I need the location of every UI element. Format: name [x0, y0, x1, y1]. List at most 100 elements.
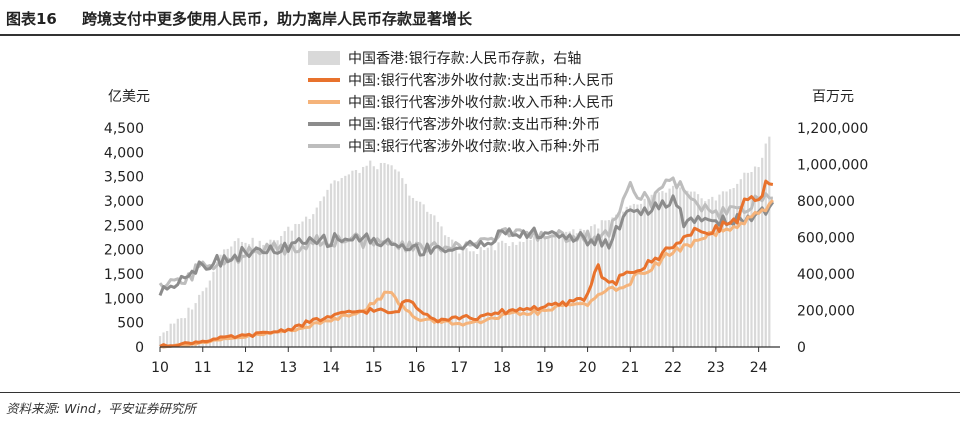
deposit-bar: [158, 336, 162, 347]
deposit-bar: [230, 246, 233, 347]
right-tick-label: 800,000: [797, 194, 855, 210]
deposit-bar: [183, 318, 187, 347]
deposit-bar: [675, 188, 678, 347]
deposit-bar: [522, 241, 525, 347]
deposit-bar: [525, 235, 529, 347]
x-tick-label: 11: [194, 360, 212, 376]
left-axis-unit: 亿美元: [108, 89, 150, 105]
deposit-bar: [661, 191, 664, 347]
deposit-bar: [547, 238, 550, 347]
deposit-bar: [308, 218, 311, 347]
deposit-bar: [226, 248, 229, 347]
deposit-bar: [504, 243, 507, 347]
deposit-bar: [618, 212, 621, 347]
deposit-bar: [422, 204, 425, 347]
deposit-bar: [426, 211, 429, 347]
deposit-bar: [600, 220, 603, 347]
deposit-bar: [255, 245, 258, 347]
deposit-bar: [369, 160, 372, 347]
deposit-bar: [465, 248, 468, 347]
deposit-bar: [415, 200, 418, 347]
deposit-bar: [561, 236, 564, 347]
right-tick-label: 400,000: [797, 267, 855, 283]
deposit-bar: [768, 136, 771, 347]
deposit-bar: [518, 241, 521, 347]
deposit-bar: [511, 242, 514, 347]
deposit-bar: [582, 230, 586, 347]
deposit-bar: [372, 166, 375, 347]
deposit-bar: [550, 235, 554, 347]
deposit-bar: [312, 214, 315, 347]
deposit-bar: [476, 254, 479, 347]
deposit-bar: [443, 235, 447, 347]
left-axis-ticks: 0 500 1,000 1,500 2,000 2,500 3,000 3,500 4,000 4…: [104, 121, 144, 356]
right-tick-label: 200,000: [797, 304, 855, 320]
left-tick-label: 1,500: [104, 267, 144, 283]
deposit-bar: [668, 188, 671, 347]
series-line-2: [159, 199, 774, 349]
deposit-bar: [358, 172, 361, 347]
deposit-bar: [290, 230, 293, 347]
deposit-bar: [180, 318, 183, 347]
deposit-bar: [604, 220, 607, 347]
deposit-bar: [515, 244, 518, 347]
x-tick-label: 13: [279, 360, 297, 376]
deposit-bar: [639, 203, 643, 347]
deposit-bar: [365, 165, 368, 347]
deposit-bar: [329, 183, 333, 347]
deposit-bar: [483, 250, 486, 347]
legend: 中国香港:银行存款:人民币存款，右轴中国:银行代客涉外收付款:支出币种:人民币中…: [308, 51, 614, 155]
deposit-bar: [440, 226, 443, 347]
deposit-bar: [657, 192, 660, 347]
deposit-bar: [451, 239, 454, 347]
deposit-bar: [176, 318, 179, 347]
deposit-bar: [704, 201, 707, 347]
deposit-bar: [173, 323, 176, 347]
series-line-3: [158, 194, 775, 296]
x-tick-label: 20: [579, 360, 597, 376]
deposit-bar: [725, 191, 728, 347]
deposit-bar: [682, 189, 685, 347]
x-tick-label: 12: [237, 360, 255, 376]
deposit-bar: [162, 332, 165, 347]
deposit-bar: [198, 294, 201, 347]
deposit-bar: [472, 251, 475, 347]
deposit-bar: [729, 189, 732, 347]
deposit-bar: [201, 291, 204, 347]
right-tick-label: 0: [797, 340, 806, 356]
deposit-bar: [411, 197, 415, 347]
deposit-bar: [565, 231, 568, 347]
left-tick-label: 0: [135, 340, 144, 356]
deposit-bar: [693, 191, 696, 347]
deposit-bar: [169, 323, 172, 347]
deposit-bar: [461, 251, 464, 347]
left-tick-label: 4,500: [104, 121, 144, 137]
deposit-bar: [557, 230, 561, 347]
deposit-bar: [454, 246, 457, 347]
deposit-bar: [276, 240, 279, 347]
deposit-bar: [251, 237, 254, 347]
figure-number: 图表16: [6, 10, 57, 28]
deposit-bar: [543, 238, 546, 347]
legend-swatch-bar: [308, 51, 340, 65]
deposit-bar: [568, 231, 571, 347]
deposit-bar: [297, 224, 301, 347]
deposit-bar: [700, 198, 703, 347]
deposit-bar: [447, 236, 450, 347]
x-axis-ticks: 10 11 12 13 14 15 16 17 18 19 20 21 22 23 24: [151, 347, 768, 376]
deposit-bar: [351, 170, 354, 347]
deposit-bar: [429, 214, 432, 347]
deposit-bar: [272, 239, 276, 347]
deposit-bar: [714, 200, 717, 347]
deposit-bar: [718, 194, 721, 347]
deposit-bar: [280, 235, 283, 347]
source-divider: [0, 392, 960, 393]
right-tick-label: 1,000,000: [797, 158, 868, 174]
deposit-bar: [636, 204, 639, 347]
legend-label: 中国:银行代客涉外收付款:支出币种:外币: [348, 116, 600, 133]
deposit-bar: [344, 175, 347, 347]
x-tick-label: 23: [707, 360, 725, 376]
deposit-bar: [340, 178, 343, 347]
deposit-bar: [664, 192, 668, 347]
